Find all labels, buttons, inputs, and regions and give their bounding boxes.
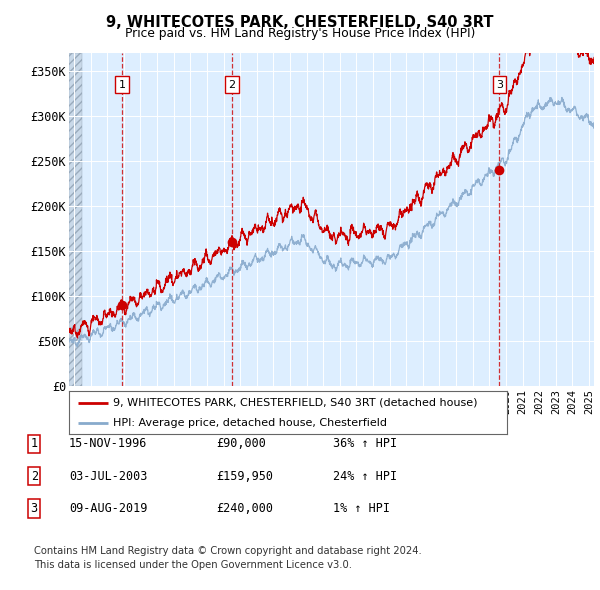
Text: 2: 2	[31, 470, 38, 483]
Text: 9, WHITECOTES PARK, CHESTERFIELD, S40 3RT: 9, WHITECOTES PARK, CHESTERFIELD, S40 3R…	[106, 15, 494, 30]
Text: 1: 1	[31, 437, 38, 450]
Text: 1: 1	[118, 80, 125, 90]
Text: 24% ↑ HPI: 24% ↑ HPI	[333, 470, 397, 483]
Text: 36% ↑ HPI: 36% ↑ HPI	[333, 437, 397, 450]
Text: Contains HM Land Registry data © Crown copyright and database right 2024.
This d: Contains HM Land Registry data © Crown c…	[34, 546, 422, 570]
Text: 03-JUL-2003: 03-JUL-2003	[69, 470, 148, 483]
Text: 3: 3	[31, 502, 38, 515]
Text: 9, WHITECOTES PARK, CHESTERFIELD, S40 3RT (detached house): 9, WHITECOTES PARK, CHESTERFIELD, S40 3R…	[113, 398, 478, 408]
Text: 2: 2	[229, 80, 236, 90]
Text: £90,000: £90,000	[216, 437, 266, 450]
Text: 15-NOV-1996: 15-NOV-1996	[69, 437, 148, 450]
Text: Price paid vs. HM Land Registry's House Price Index (HPI): Price paid vs. HM Land Registry's House …	[125, 27, 475, 40]
Text: 3: 3	[496, 80, 503, 90]
Text: £240,000: £240,000	[216, 502, 273, 515]
Text: 09-AUG-2019: 09-AUG-2019	[69, 502, 148, 515]
Text: HPI: Average price, detached house, Chesterfield: HPI: Average price, detached house, Ches…	[113, 418, 387, 428]
Text: £159,950: £159,950	[216, 470, 273, 483]
Text: 1% ↑ HPI: 1% ↑ HPI	[333, 502, 390, 515]
